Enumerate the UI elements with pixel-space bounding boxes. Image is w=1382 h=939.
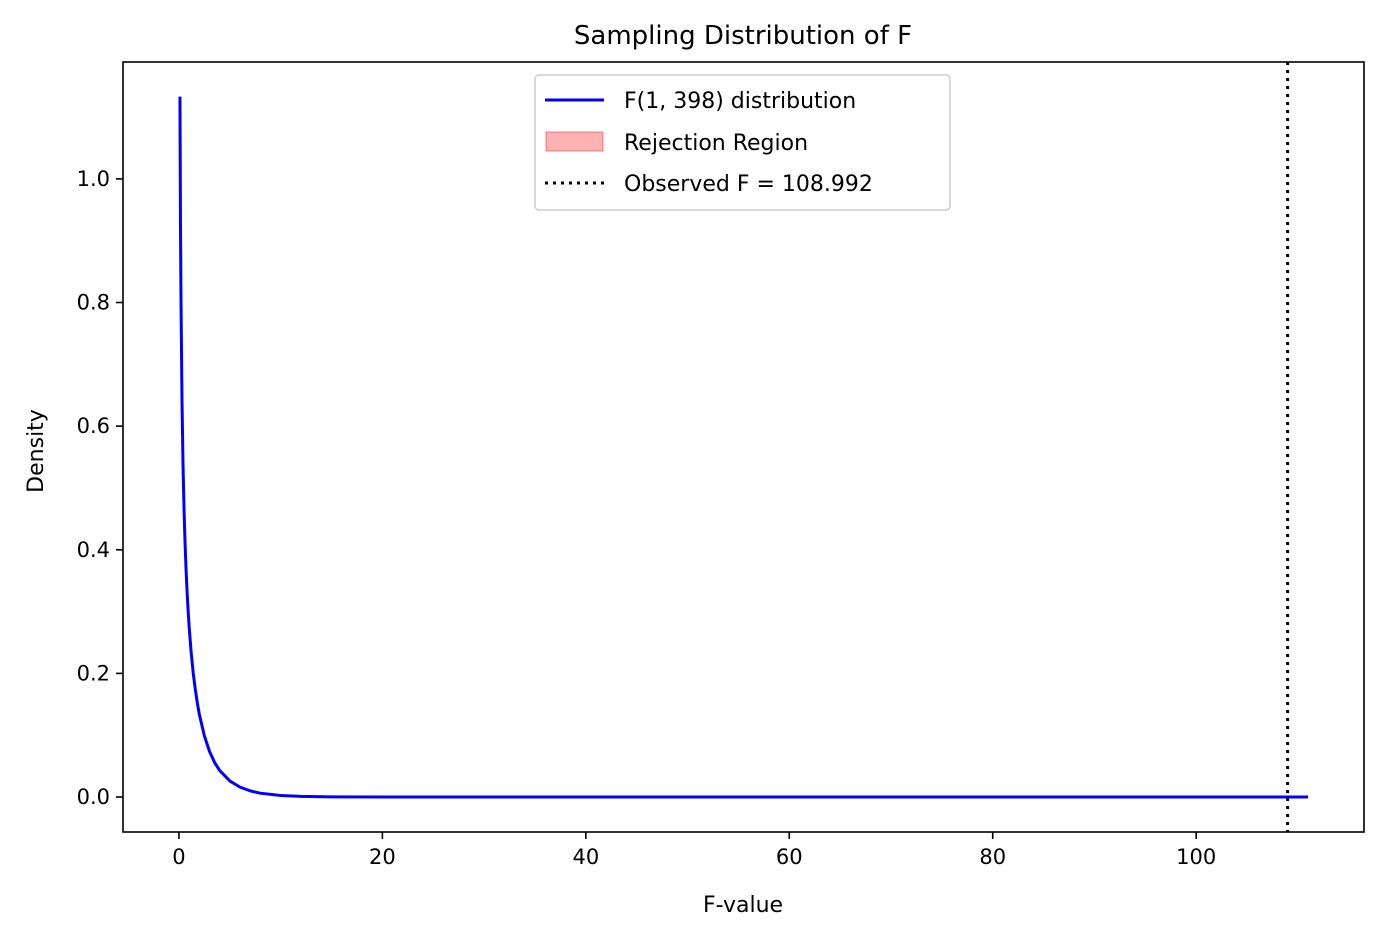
x-axis-label: F-value (703, 893, 783, 918)
x-tick-label: 20 (369, 845, 396, 869)
x-tick-label: 80 (979, 845, 1006, 869)
x-tick-label: 0 (172, 845, 185, 869)
series-line-f-distribution (178, 96, 1309, 799)
y-tick-label: 0.2 (77, 661, 110, 685)
y-tick-label: 0.4 (77, 538, 110, 562)
y-tick-label: 0.0 (77, 785, 110, 809)
x-tick-label: 60 (776, 845, 803, 869)
y-tick-label: 1.0 (77, 167, 110, 191)
chart-title: Sampling Distribution of F (574, 21, 912, 51)
legend-label-distribution: F(1, 398) distribution (624, 89, 856, 114)
legend-frame (534, 74, 951, 211)
legend-area-swatch (545, 131, 604, 152)
y-tick-label: 0.6 (77, 414, 110, 438)
y-axis-label: Density (24, 409, 49, 493)
legend-label-observed: Observed F = 108.992 (624, 172, 873, 197)
legend: F(1, 398) distribution Rejection Region … (534, 74, 951, 211)
x-tick-label: 100 (1176, 845, 1216, 869)
y-tick-label: 0.8 (77, 291, 110, 315)
x-tick-label: 40 (572, 845, 599, 869)
axes-frame (122, 61, 1365, 833)
legend-label-rejection: Rejection Region (624, 131, 808, 156)
